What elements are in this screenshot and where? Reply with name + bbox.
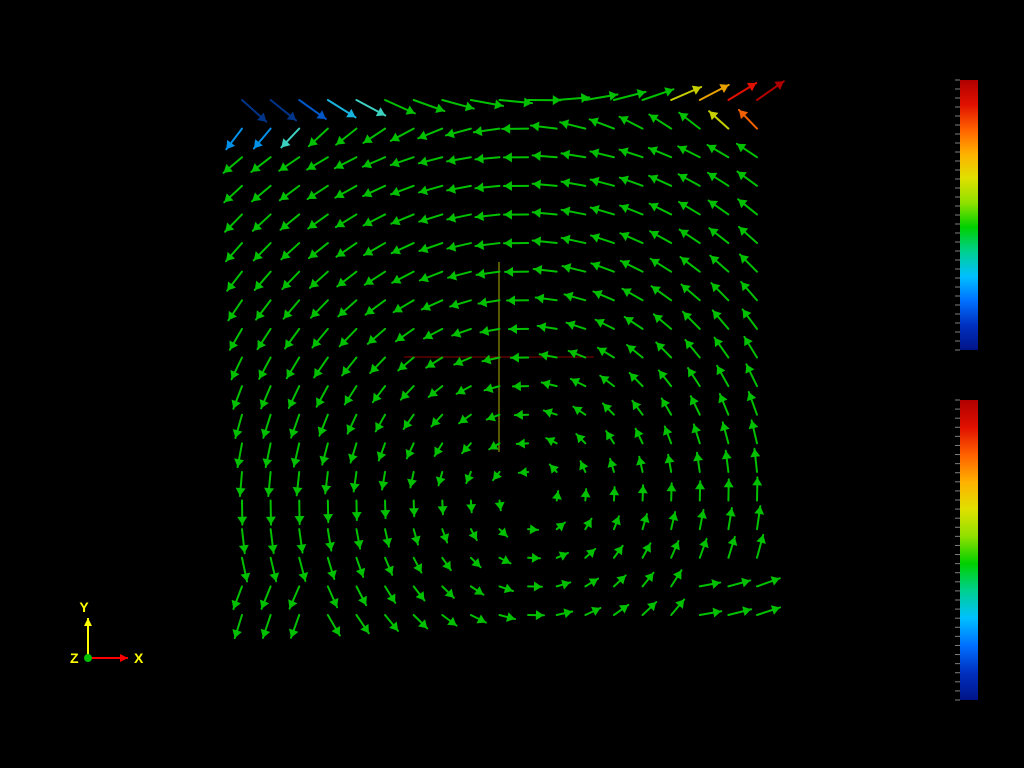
visualization-frame: X Y Z (0, 0, 1024, 768)
render-canvas: X Y Z (0, 0, 1024, 768)
axis-x-label: X (134, 650, 144, 666)
background (0, 0, 1024, 768)
axis-z-label: Z (70, 650, 79, 666)
axis-y-label: Y (79, 599, 89, 615)
